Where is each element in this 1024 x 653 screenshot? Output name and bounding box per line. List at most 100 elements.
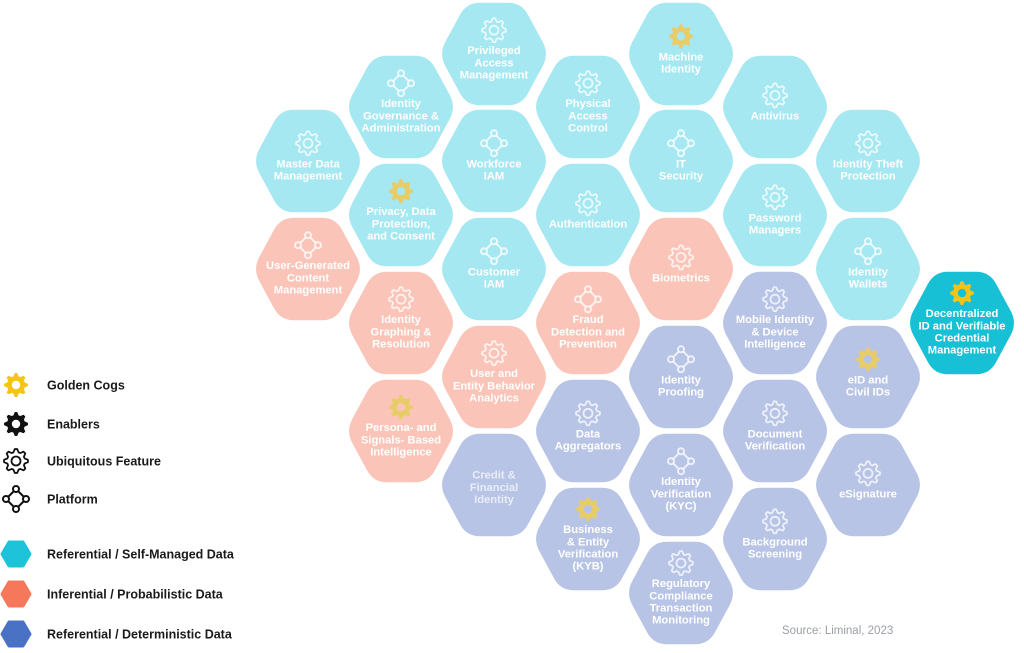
gear-icon xyxy=(855,130,881,157)
hex-shape xyxy=(534,54,642,160)
hex-label: eID and Civil IDs xyxy=(846,374,890,398)
hex-label: Fraud Detection and Prevention xyxy=(551,314,625,350)
hex-workforce-iam: Workforce IAM xyxy=(440,108,548,214)
hex-label: Identity Graphing & Resolution xyxy=(371,314,432,350)
platform-icon xyxy=(294,231,322,260)
hex-privacy-data-protection-and-consent: Privacy, Data Protection, and Consent xyxy=(347,162,455,268)
hex-shape xyxy=(721,270,829,376)
gear-icon xyxy=(295,130,321,157)
hex-label: eSignature xyxy=(839,488,897,500)
source-note: Source: Liminal, 2023 xyxy=(782,625,893,637)
platform-icon xyxy=(387,69,415,98)
hex-shape xyxy=(440,1,548,107)
hex-credit-financial-identity: Credit & Financial Identity xyxy=(440,432,548,538)
hex-shape xyxy=(627,432,735,538)
platform-icon xyxy=(574,285,602,314)
hex-user-and-entity-behavior-analytics: User and Entity Behavior Analytics xyxy=(440,324,548,430)
hex-privileged-access-management: Privileged Access Management xyxy=(440,1,548,107)
hex-shape xyxy=(347,270,455,376)
hex-label: Credit & Financial Identity xyxy=(470,470,519,506)
hex-label: Physical Access Control xyxy=(565,98,610,134)
hex-password-managers: Password Managers xyxy=(721,162,829,268)
hex-label: Identity Wallets xyxy=(848,266,889,290)
hex-label: Data Aggregators xyxy=(555,428,622,452)
hex-label: Customer IAM xyxy=(468,266,521,290)
golden-cog-icon xyxy=(389,179,413,204)
hex-shape xyxy=(814,108,922,214)
gear-icon xyxy=(762,82,788,109)
hex-regulatory-compliance-transaction-monitoring: Regulatory Compliance Transaction Monitorin… xyxy=(627,540,735,646)
hex-decentralized-id-and-verifiable-credential-management: Decentralized ID and Verifiable Credential… xyxy=(908,270,1016,376)
legend-item-inferential-probabilistic-data: Inferential / Probabilistic Data xyxy=(0,580,224,608)
hex-shape xyxy=(721,486,829,592)
hex-shape xyxy=(627,540,735,646)
golden-cog-icon xyxy=(669,24,693,49)
hex-identity-theft-protection: Identity Theft Protection xyxy=(814,108,922,214)
hex-data-aggregators: Data Aggregators xyxy=(534,378,642,484)
hex-antivirus: Antivirus xyxy=(721,54,829,160)
hex-biometrics: Biometrics xyxy=(627,216,735,322)
hex-esignature: eSignature xyxy=(814,432,922,538)
hex-eid-and-civil-ids: eID and Civil IDs xyxy=(814,324,922,430)
hex-label: Regulatory Compliance Transaction Monitorin… xyxy=(649,578,712,627)
gear-icon xyxy=(575,70,601,97)
gear-icon xyxy=(388,286,414,313)
hex-background-screening: Background Screening xyxy=(721,486,829,592)
hex-label: IT Security xyxy=(659,158,704,182)
hex-label: Persona- and Signals- Based Intelligence xyxy=(361,422,441,458)
hex-label: Machine Identity xyxy=(659,51,704,75)
hex-machine-identity: Machine Identity xyxy=(627,1,735,107)
hex-shape xyxy=(440,432,548,538)
hex-grid: Privileged Access Management Machine Identit… xyxy=(254,1,1016,646)
legend-label: Ubiquitous Feature xyxy=(47,455,161,469)
golden-cog-icon xyxy=(950,281,974,306)
hex-shape xyxy=(254,216,362,322)
golden-cog-icon xyxy=(4,373,28,397)
hex-label: Identity Governance & Administration xyxy=(362,98,441,134)
hex-label: Biometrics xyxy=(652,272,710,284)
hex-shape xyxy=(254,108,362,214)
enabler-cog-icon xyxy=(4,412,28,436)
platform-icon xyxy=(667,447,695,476)
gear-icon xyxy=(855,460,881,487)
gear-icon xyxy=(762,184,788,211)
gear-icon xyxy=(575,400,601,427)
hex-master-data-management: Master Data Management xyxy=(254,108,362,214)
hex-shape xyxy=(347,162,455,268)
gear-icon xyxy=(481,340,507,367)
legend: Golden Cogs Enablers Ubiquitous Feature Pla… xyxy=(0,373,235,648)
hex-label: Password Managers xyxy=(749,212,802,236)
hex-label: Background Screening xyxy=(742,536,807,560)
hex-swatch-icon xyxy=(0,620,32,648)
hex-shape xyxy=(534,486,642,592)
legend-item-golden-cogs: Golden Cogs xyxy=(4,373,125,397)
hex-customer-iam: Customer IAM xyxy=(440,216,548,322)
hex-shape xyxy=(347,378,455,484)
golden-cog-icon xyxy=(576,497,600,522)
legend-label: Golden Cogs xyxy=(47,379,125,393)
hex-label: Identity Theft Protection xyxy=(833,158,904,182)
hex-swatch-icon xyxy=(0,580,32,608)
platform-icon xyxy=(480,237,508,266)
platform-icon xyxy=(854,237,882,266)
platform-icon xyxy=(667,129,695,158)
hex-shape xyxy=(440,108,548,214)
hex-label: Privacy, Data Protection, and Consent xyxy=(366,206,436,242)
gear-icon xyxy=(668,550,694,576)
legend-item-referential-self-managed-data: Referential / Self-Managed Data xyxy=(0,540,235,568)
hex-label: Document Verification xyxy=(745,428,805,452)
hex-identity-verification-kyc: Identity Verification (KYC) xyxy=(627,432,735,538)
hex-shape xyxy=(627,1,735,107)
hex-label: Mobile Identity & Device Intelligence xyxy=(736,314,815,350)
hex-shape xyxy=(440,324,548,430)
hex-label: Authentication xyxy=(549,218,627,230)
legend-label: Platform xyxy=(47,493,98,507)
gear-icon xyxy=(762,400,788,427)
hex-label: Identity Verification (KYC) xyxy=(651,476,711,512)
legend-label: Referential / Self-Managed Data xyxy=(47,548,235,562)
hex-physical-access-control: Physical Access Control xyxy=(534,54,642,160)
hex-shape xyxy=(814,324,922,430)
hex-label: Privileged Access Management xyxy=(460,45,529,81)
hex-user-generated-content-management: User-Generated Content Management xyxy=(254,216,362,322)
hex-shape xyxy=(440,216,548,322)
